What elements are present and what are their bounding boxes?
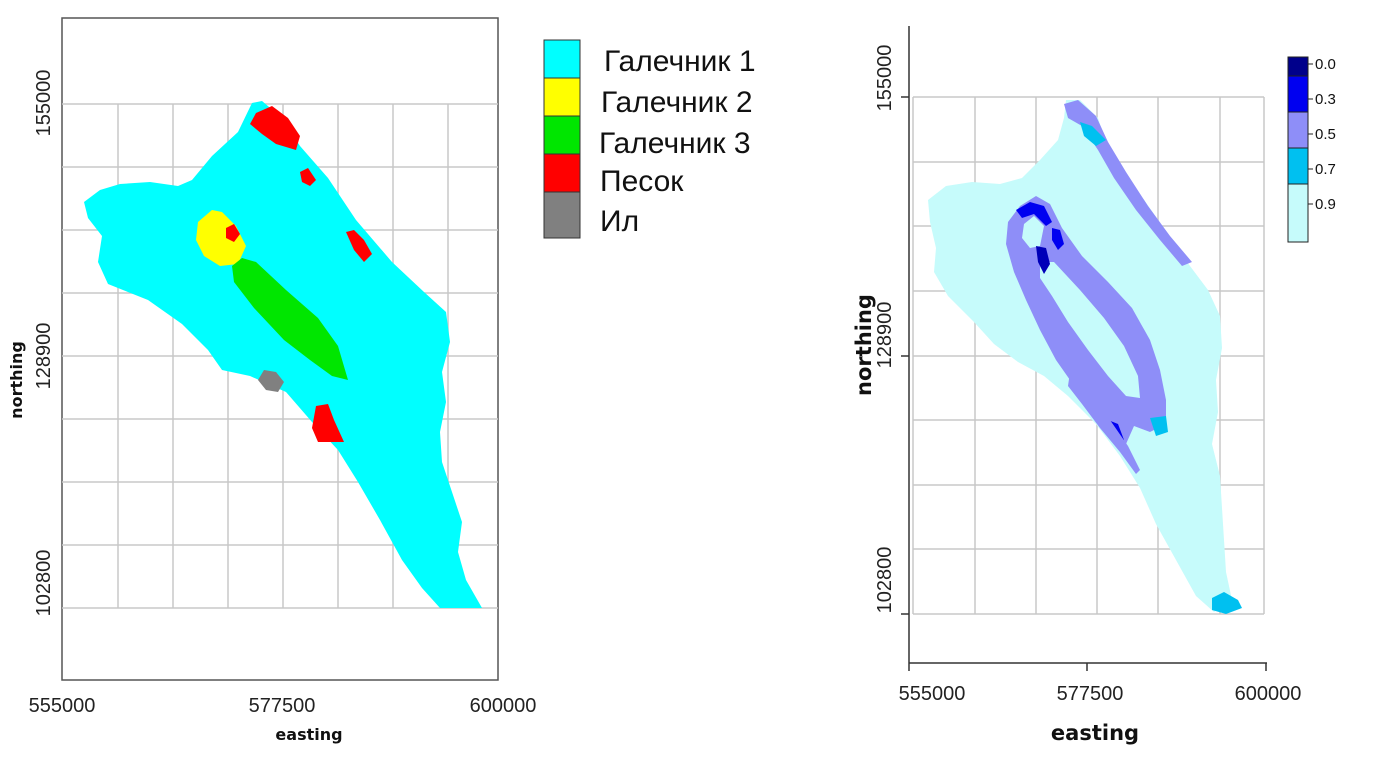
prob-dark-streak (1036, 246, 1050, 274)
y-tick: 128900 (874, 302, 896, 369)
legend-swatch (543, 77, 581, 117)
prob-band-lower-light (1150, 416, 1168, 436)
prob-dark-streak (1052, 228, 1064, 250)
legend-swatch (543, 191, 581, 239)
legend-swatch (543, 153, 581, 193)
x-tick: 577500 (249, 695, 316, 717)
legend-swatch (1287, 147, 1309, 185)
sand-area-in-gravel-2 (226, 224, 240, 242)
prob-tip (1212, 592, 1242, 614)
legend-label: Галечник 2 (601, 86, 753, 119)
sand-area-right (346, 230, 372, 262)
y-tick: 155000 (874, 45, 896, 112)
prob-loop-inner2 (1022, 216, 1044, 248)
y-axis-label: northing (7, 341, 26, 419)
facies-legend: Галечник 1 Галечник 2 Галечник 3 Песок И… (543, 39, 756, 239)
y-tick: 128900 (33, 323, 55, 390)
gravel-3-area (232, 258, 348, 380)
sand-area-small (300, 168, 316, 186)
legend-label: Ил (600, 205, 639, 238)
x-tick: 555000 (29, 695, 96, 717)
legend-item: Галечник 3 (543, 115, 751, 160)
legend-item: Песок (543, 153, 684, 198)
legend-label: 0.0 (1315, 56, 1336, 73)
facies-map: 555000 577500 600000 155000 128900 10280… (7, 17, 537, 744)
legend-swatch (1287, 111, 1309, 149)
probability-legend: 0.0 0.3 0.5 0.7 0.9 (1287, 56, 1336, 243)
x-tick: 555000 (899, 683, 966, 705)
x-tick: 577500 (1057, 683, 1124, 705)
legend-label: Галечник 1 (604, 45, 756, 78)
legend-label: Галечник 3 (599, 127, 751, 160)
x-axis-label: easting (275, 725, 342, 744)
y-tick: 102800 (33, 550, 55, 617)
legend-swatch (543, 115, 581, 155)
y-tick: 155000 (33, 70, 55, 137)
gravel-2-area (196, 210, 246, 266)
legend-label: 0.5 (1315, 126, 1336, 143)
legend-swatch (1287, 56, 1309, 77)
prob-dark-streak (1016, 202, 1052, 226)
x-axis-label: easting (1051, 721, 1139, 745)
legend-label: 0.3 (1315, 91, 1336, 108)
legend-label: 0.9 (1315, 196, 1336, 213)
prob-band-upper-light (1080, 122, 1106, 146)
sand-area-bottom (312, 404, 344, 442)
y-tick: 102800 (874, 547, 896, 614)
x-tick: 600000 (1235, 683, 1302, 705)
silt-area (258, 370, 284, 392)
legend-item: Галечник 1 (543, 39, 756, 79)
legend-swatch (543, 39, 581, 79)
sand-area-top (250, 106, 300, 150)
legend-ticks (1308, 63, 1313, 205)
probability-map: 555000 577500 600000 155000 128900 10280… (852, 26, 1301, 745)
x-tick: 600000 (470, 695, 537, 717)
prob-loop-inner (1040, 262, 1140, 398)
legend-item: Ил (543, 191, 639, 239)
legend-swatch (1287, 75, 1309, 113)
y-axis-label: northing (852, 294, 876, 396)
axis-ticks (901, 96, 1267, 671)
gravel-1-area (84, 101, 482, 608)
prob-band-lower (1068, 372, 1140, 474)
legend-item: Галечник 2 (543, 77, 753, 119)
legend-label: Песок (600, 165, 684, 198)
legend-label: 0.7 (1315, 161, 1336, 178)
legend-swatch (1287, 183, 1309, 243)
